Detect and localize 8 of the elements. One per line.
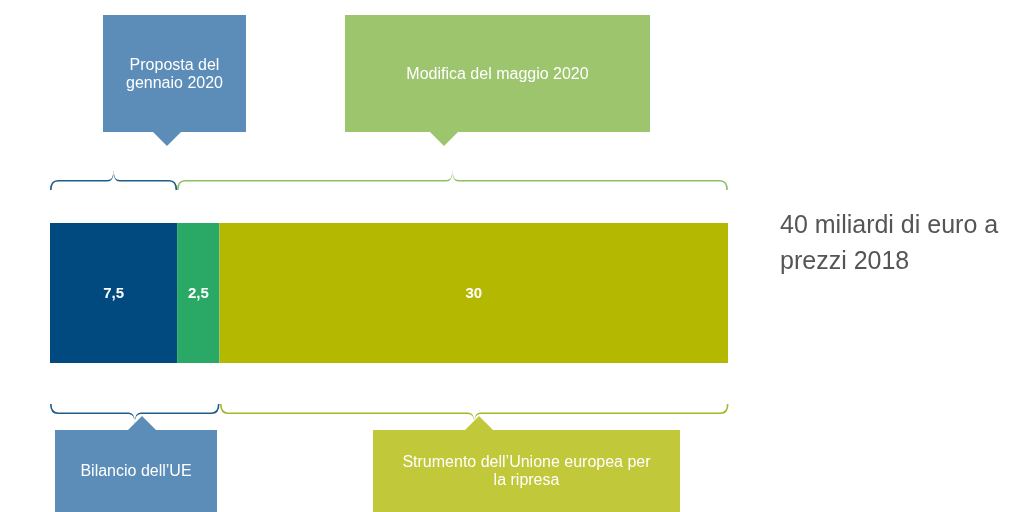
text: Proposta del gennaio 2020 — [125, 55, 224, 92]
text: Modifica del maggio 2020 — [406, 64, 589, 83]
text: 40 miliardi di euro a prezzi 2018 — [780, 209, 1000, 276]
text: Strumento dell’Unione europea per la ripresa — [401, 453, 652, 489]
text: Bilancio dell’UE — [80, 462, 192, 480]
data-label: 30 — [465, 284, 483, 302]
data-label: 7,5 — [103, 284, 124, 302]
data-label: 2,5 — [187, 284, 209, 302]
